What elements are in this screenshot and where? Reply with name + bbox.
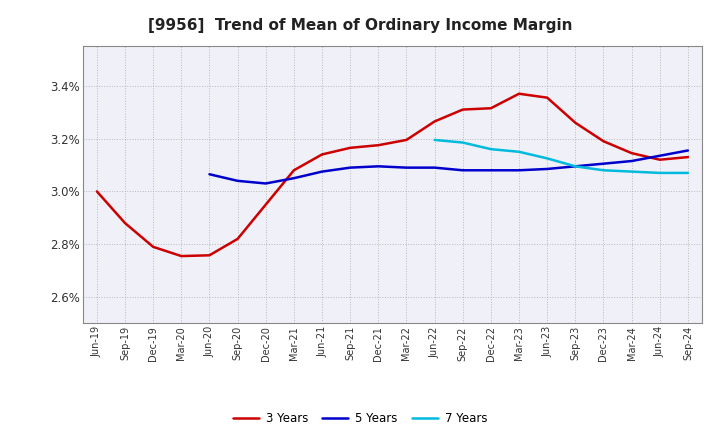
Line: 3 Years: 3 Years bbox=[97, 94, 688, 256]
3 Years bbox=[205, 253, 214, 258]
3 Years bbox=[655, 157, 664, 162]
7 Years bbox=[683, 170, 692, 176]
7 Years bbox=[571, 164, 580, 169]
5 Years bbox=[627, 158, 636, 164]
7 Years bbox=[627, 169, 636, 174]
Text: [9956]  Trend of Mean of Ordinary Income Margin: [9956] Trend of Mean of Ordinary Income … bbox=[148, 18, 572, 33]
3 Years bbox=[121, 220, 130, 226]
Legend: 3 Years, 5 Years, 7 Years: 3 Years, 5 Years, 7 Years bbox=[228, 407, 492, 430]
5 Years bbox=[459, 168, 467, 173]
3 Years bbox=[683, 154, 692, 160]
3 Years bbox=[459, 107, 467, 112]
7 Years bbox=[459, 140, 467, 145]
5 Years bbox=[346, 165, 354, 170]
5 Years bbox=[487, 168, 495, 173]
5 Years bbox=[261, 181, 270, 186]
3 Years bbox=[177, 253, 186, 259]
Line: 5 Years: 5 Years bbox=[210, 150, 688, 183]
5 Years bbox=[431, 165, 439, 170]
3 Years bbox=[402, 137, 411, 143]
3 Years bbox=[571, 120, 580, 125]
3 Years bbox=[149, 244, 158, 249]
5 Years bbox=[233, 178, 242, 183]
7 Years bbox=[599, 168, 608, 173]
Line: 7 Years: 7 Years bbox=[435, 140, 688, 173]
7 Years bbox=[655, 170, 664, 176]
3 Years bbox=[289, 168, 298, 173]
3 Years bbox=[93, 189, 102, 194]
7 Years bbox=[543, 156, 552, 161]
5 Years bbox=[571, 164, 580, 169]
5 Years bbox=[683, 148, 692, 153]
5 Years bbox=[205, 172, 214, 177]
3 Years bbox=[261, 202, 270, 207]
3 Years bbox=[627, 150, 636, 156]
5 Years bbox=[655, 153, 664, 158]
5 Years bbox=[402, 165, 411, 170]
7 Years bbox=[487, 147, 495, 152]
5 Years bbox=[318, 169, 326, 174]
3 Years bbox=[515, 91, 523, 96]
5 Years bbox=[543, 166, 552, 172]
5 Years bbox=[289, 176, 298, 181]
3 Years bbox=[233, 236, 242, 242]
3 Years bbox=[599, 139, 608, 144]
5 Years bbox=[599, 161, 608, 166]
7 Years bbox=[431, 137, 439, 143]
3 Years bbox=[487, 106, 495, 111]
3 Years bbox=[374, 143, 382, 148]
3 Years bbox=[431, 119, 439, 124]
3 Years bbox=[346, 145, 354, 150]
5 Years bbox=[374, 164, 382, 169]
5 Years bbox=[515, 168, 523, 173]
3 Years bbox=[543, 95, 552, 100]
7 Years bbox=[515, 149, 523, 154]
3 Years bbox=[318, 152, 326, 157]
